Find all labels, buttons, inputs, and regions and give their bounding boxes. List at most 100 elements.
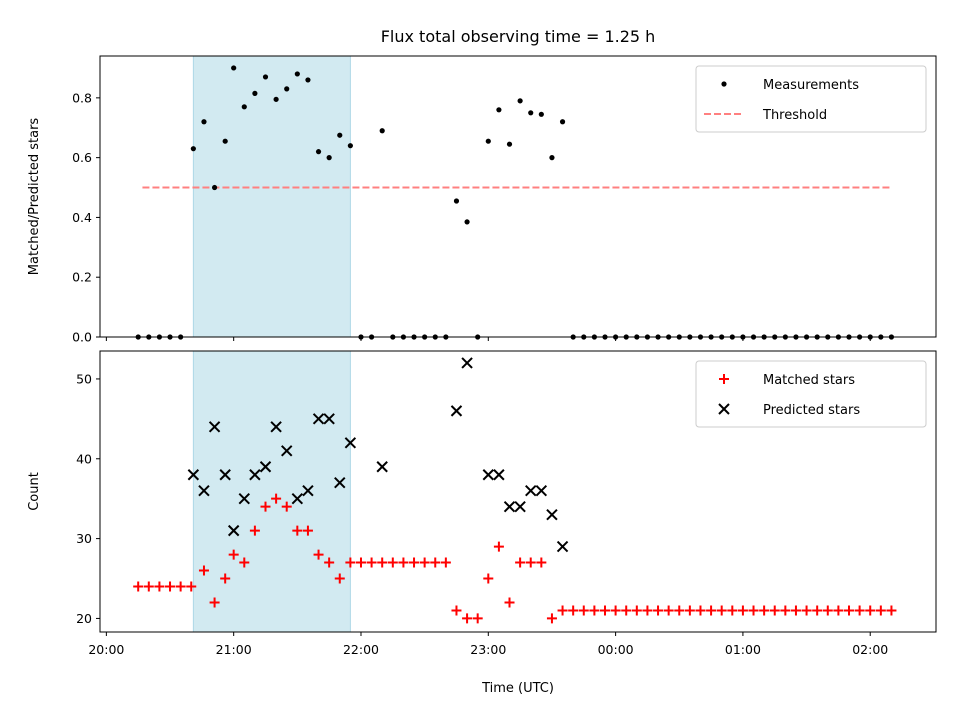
y-tick-label: 0.2: [72, 270, 92, 285]
data-point: [220, 573, 231, 584]
x-tick-label: 22:00: [343, 642, 379, 657]
data-point: [453, 198, 460, 204]
data-point: [305, 77, 311, 83]
data-point: [684, 605, 695, 616]
data-point: [260, 501, 271, 512]
data-point: [517, 98, 523, 104]
data-point: [345, 557, 356, 568]
data-point: [674, 605, 685, 616]
data-point: [376, 461, 388, 473]
y-axis-label: Count: [27, 472, 42, 511]
axes-frame: [99, 55, 937, 338]
data-point: [270, 421, 282, 433]
data-point: [262, 74, 269, 80]
data-point: [886, 605, 897, 616]
legend-box: [695, 65, 927, 133]
data-point: [430, 557, 441, 568]
data-point: [324, 557, 335, 568]
data-point: [822, 605, 833, 616]
data-point: [165, 581, 176, 592]
data-point: [379, 128, 385, 134]
data-point: [323, 413, 335, 425]
data-point: [568, 605, 579, 616]
data-point: [536, 557, 547, 568]
data-point: [211, 184, 218, 191]
data-point: [514, 500, 526, 513]
data-point: [556, 540, 569, 553]
series-matched-stars: [133, 493, 897, 624]
data-point: [198, 565, 209, 576]
data-point: [525, 484, 537, 497]
data-point: [249, 525, 260, 536]
data-point: [525, 557, 536, 568]
y-tick-label: 0.4: [72, 210, 92, 225]
legend-swatch: [718, 403, 730, 415]
data-point: [695, 605, 706, 616]
data-point: [334, 573, 345, 584]
data-point: [503, 500, 516, 513]
data-point: [485, 138, 491, 144]
data-point: [440, 557, 451, 568]
data-point: [302, 484, 314, 497]
y-tick-label: 0.8: [72, 90, 92, 105]
x-tick-label: 00:00: [598, 642, 634, 657]
y-tick-label: 0.0: [72, 330, 92, 345]
data-point: [249, 469, 261, 481]
data-point: [833, 605, 844, 616]
x-axis-label: Time (UTC): [481, 681, 554, 696]
data-point: [483, 573, 494, 584]
data-point: [326, 155, 332, 161]
data-point: [610, 605, 621, 616]
data-point: [208, 421, 221, 433]
data-point: [631, 605, 642, 616]
data-point: [133, 581, 144, 592]
data-point: [219, 469, 231, 481]
data-point: [812, 605, 823, 616]
data-point: [252, 90, 258, 96]
data-point: [663, 605, 674, 616]
data-point: [209, 597, 220, 608]
data-point: [716, 605, 727, 616]
data-point: [528, 110, 534, 116]
data-point: [259, 461, 272, 473]
data-point: [875, 605, 886, 616]
data-point: [294, 71, 300, 77]
data-point: [231, 65, 237, 71]
data-point: [398, 557, 409, 568]
data-point: [769, 605, 780, 616]
data-point: [549, 155, 555, 161]
data-point: [854, 605, 865, 616]
data-point: [284, 86, 290, 92]
legend: Measurements Threshold: [695, 65, 927, 133]
data-point: [464, 219, 470, 225]
data-point: [780, 605, 791, 616]
legend-label: Matched stars: [763, 373, 855, 388]
data-point: [291, 492, 304, 505]
y-tick-label: 30: [76, 531, 92, 546]
legend-swatch: [721, 81, 727, 87]
y-tick-label: 0.6: [72, 150, 92, 165]
data-point: [865, 605, 876, 616]
data-point: [175, 581, 186, 592]
data-point: [546, 508, 558, 521]
data-point: [557, 605, 568, 616]
observing-window-shade: [192, 350, 351, 633]
x-tick-label: 01:00: [725, 642, 761, 657]
data-point: [538, 111, 544, 117]
data-point: [515, 557, 526, 568]
data-point: [313, 549, 324, 560]
data-point: [419, 557, 430, 568]
legend: Matched stars Predicted stars: [695, 360, 927, 428]
legend-swatch: [719, 374, 729, 384]
y-tick-label: 50: [76, 371, 92, 386]
data-point: [844, 605, 855, 616]
data-point: [461, 357, 473, 369]
x-tick-label: 02:00: [852, 642, 888, 657]
data-point: [496, 107, 502, 113]
data-point: [227, 524, 240, 537]
data-point: [347, 143, 353, 149]
data-point: [281, 501, 292, 512]
data-point: [599, 605, 610, 616]
